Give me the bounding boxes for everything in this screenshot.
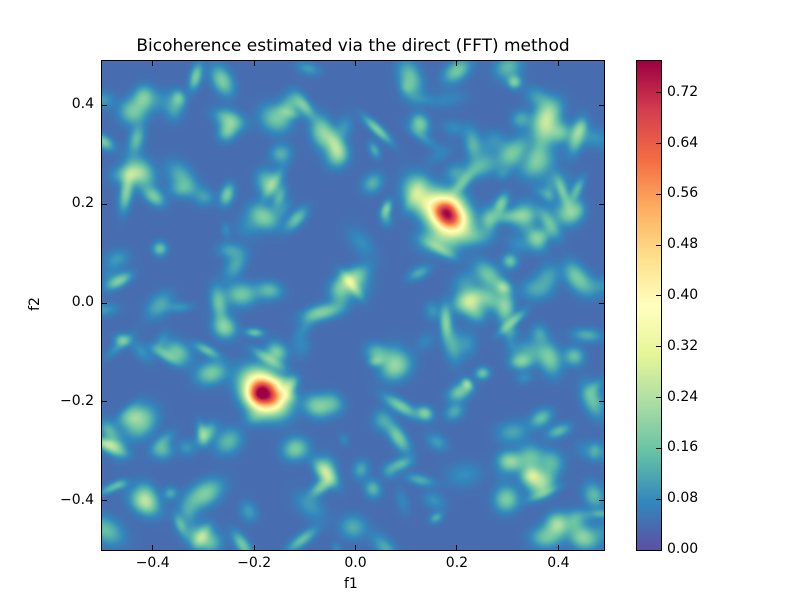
x-tick-mark [355,545,357,550]
colorbar-tick-mark [656,397,661,399]
y-tick-mark [599,302,604,304]
x-tick-mark [253,545,255,550]
x-tick-label: 0.0 [344,555,367,571]
chart-title: Bicoherence estimated via the direct (FF… [136,36,570,56]
x-tick-mark [557,61,559,66]
colorbar-tick-mark [656,143,661,145]
y-tick-label: −0.2 [60,392,94,409]
x-tick-mark [152,545,154,550]
colorbar-frame [636,60,662,551]
x-tick-label: −0.2 [237,555,272,571]
y-tick-mark [599,203,604,205]
colorbar-tick-mark [656,92,661,94]
y-tick-mark [102,302,107,304]
colorbar-tick-label: 0.48 [667,236,699,253]
y-tick-label: 0.2 [71,195,94,212]
colorbar-tick-mark [656,549,661,551]
colorbar-tick-mark [656,193,661,195]
colorbar-tick-mark [656,346,661,348]
x-tick-label: 0.4 [547,555,570,571]
colorbar-tick-label: 0.32 [667,337,699,354]
x-tick-label: −0.4 [135,555,170,571]
colorbar-tick-label: 0.24 [667,388,699,405]
x-tick-mark [253,61,255,66]
y-tick-mark [102,500,107,502]
x-tick-mark [456,545,458,550]
x-tick-mark [355,61,357,66]
y-tick-label: 0.0 [71,294,94,311]
colorbar-tick-label: 0.64 [667,134,699,151]
colorbar-tick-mark [656,447,661,449]
colorbar-tick-label: 0.40 [667,286,699,303]
x-axis-label: f1 [344,576,358,592]
y-tick-label: −0.4 [60,491,94,508]
y-tick-mark [599,500,604,502]
heatmap [102,61,604,550]
x-tick-mark [456,61,458,66]
colorbar-tick-label: 0.00 [667,541,699,557]
colorbar-tick-mark [656,295,661,297]
plot-area [102,61,604,550]
x-tick-mark [152,61,154,66]
y-tick-label: 0.4 [71,96,94,113]
colorbar-tick-label: 0.72 [667,83,699,100]
colorbar-tick-label: 0.16 [667,439,699,456]
colorbar [637,61,661,550]
x-tick-mark [557,545,559,550]
y-tick-mark [599,401,604,403]
y-tick-mark [102,401,107,403]
y-tick-mark [102,203,107,205]
colorbar-tick-label: 0.08 [667,490,699,507]
colorbar-tick-mark [656,244,661,246]
y-tick-mark [599,104,604,106]
x-tick-label: 0.2 [445,555,469,571]
colorbar-tick-label: 0.56 [667,185,699,202]
colorbar-tick-mark [656,498,661,500]
y-tick-mark [102,104,107,106]
